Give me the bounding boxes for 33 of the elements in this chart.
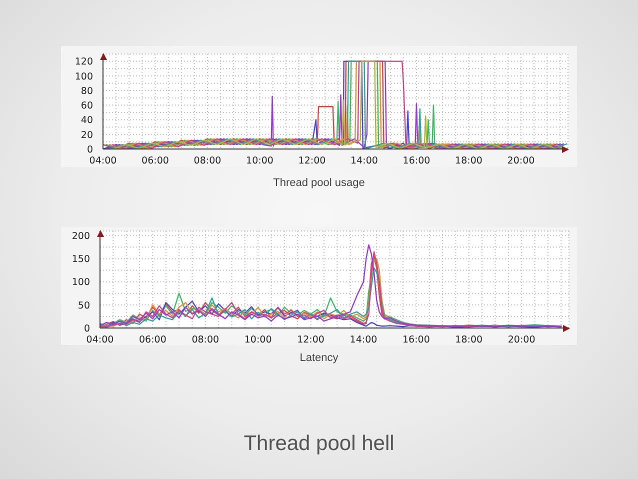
y-tick-label: 200 <box>72 230 90 242</box>
x-tick-label: 06:00 <box>139 334 166 346</box>
text: Latency <box>300 352 338 364</box>
text: Thread pool hell <box>244 432 394 455</box>
x-tick-label: 14:00 <box>350 156 378 167</box>
y-tick-label: 100 <box>72 277 90 288</box>
y-tick-label: 120 <box>74 56 93 68</box>
x-tick-label: 18:00 <box>455 156 482 167</box>
y-tick-label: 80 <box>80 86 93 97</box>
x-tick-label: 04:00 <box>86 334 114 346</box>
text: Thread pool usage <box>273 177 365 189</box>
y-tick-label: 0 <box>86 144 93 156</box>
y-tick-label: 60 <box>80 100 93 112</box>
x-tick-label: 14:00 <box>350 334 378 346</box>
x-tick-label: 10:00 <box>246 156 274 167</box>
x-tick-label: 10:00 <box>244 334 272 346</box>
y-tick-label: 20 <box>80 130 93 141</box>
x-tick-label: 20:00 <box>507 156 535 167</box>
y-tick-label: 150 <box>72 254 90 266</box>
x-tick-label: 16:00 <box>402 156 430 167</box>
x-tick-label: 04:00 <box>89 156 117 167</box>
x-tick-label: 06:00 <box>142 156 169 167</box>
x-tick-label: 12:00 <box>298 156 326 167</box>
y-tick-label: 100 <box>74 71 93 82</box>
y-tick-label: 40 <box>80 115 93 126</box>
x-tick-label: 08:00 <box>192 334 220 346</box>
x-tick-label: 08:00 <box>194 156 222 167</box>
x-tick-label: 18:00 <box>455 334 483 346</box>
y-tick-label: 0 <box>84 323 90 334</box>
x-tick-label: 12:00 <box>297 334 324 346</box>
x-tick-label: 20:00 <box>508 334 536 346</box>
x-tick-label: 16:00 <box>402 334 430 346</box>
y-tick-label: 50 <box>78 300 90 312</box>
